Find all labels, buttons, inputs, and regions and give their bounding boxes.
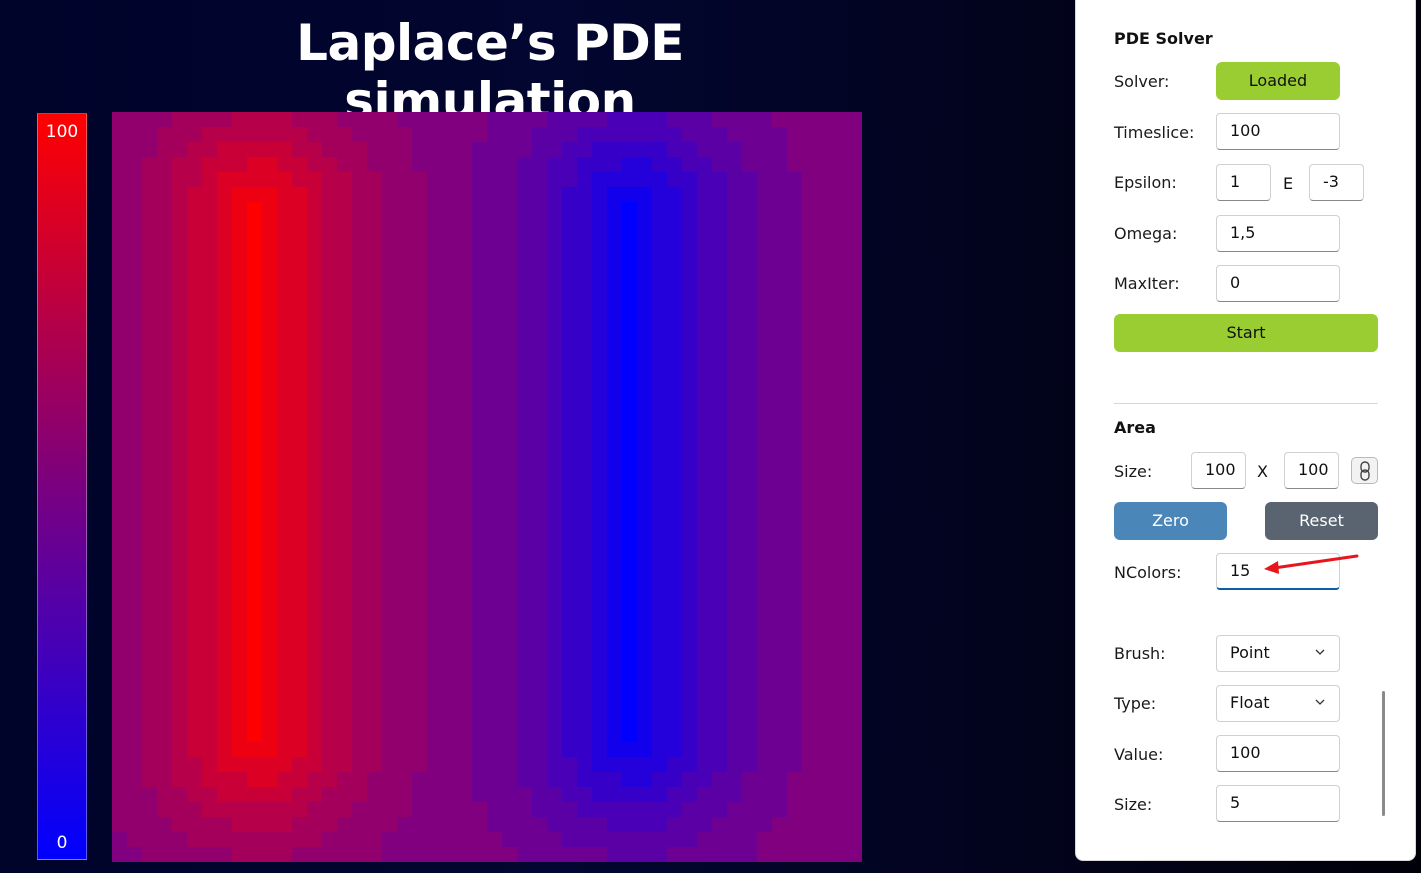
solver-section-title: PDE Solver xyxy=(1114,29,1213,48)
type-label: Type: xyxy=(1114,694,1157,713)
color-scale-min: 0 xyxy=(56,833,68,853)
start-button[interactable]: Start xyxy=(1114,314,1378,352)
brush-size-label: Size: xyxy=(1114,795,1153,814)
type-select[interactable]: Float xyxy=(1216,685,1340,722)
value-label: Value: xyxy=(1114,745,1164,764)
link-aspect-button[interactable] xyxy=(1351,457,1378,484)
epsilon-mantissa-input[interactable]: 1 xyxy=(1216,164,1271,201)
timeslice-input[interactable]: 100 xyxy=(1216,113,1340,150)
control-panel: PDE Solver Solver: Loaded Timeslice: 100… xyxy=(1075,0,1416,861)
brush-size-input[interactable]: 5 xyxy=(1216,785,1340,822)
brush-select[interactable]: Point xyxy=(1216,635,1340,672)
solver-label: Solver: xyxy=(1114,72,1170,91)
area-height-input[interactable]: 100 xyxy=(1284,452,1339,489)
page-title: Laplace’s PDE simulation xyxy=(296,14,684,130)
epsilon-exponent-input[interactable]: -3 xyxy=(1309,164,1364,201)
brush-label: Brush: xyxy=(1114,644,1166,663)
zero-button[interactable]: Zero xyxy=(1114,502,1227,540)
brush-select-value: Point xyxy=(1230,643,1270,662)
panel-scrollbar[interactable] xyxy=(1382,691,1385,816)
omega-label: Omega: xyxy=(1114,224,1178,243)
epsilon-e-label: E xyxy=(1283,174,1294,193)
heatmap-svg[interactable] xyxy=(112,112,862,862)
area-size-label: Size: xyxy=(1114,462,1153,481)
area-size-x-label: X xyxy=(1257,462,1268,481)
area-section-title: Area xyxy=(1114,418,1156,437)
reset-button[interactable]: Reset xyxy=(1265,502,1378,540)
ncolors-label: NColors: xyxy=(1114,563,1182,582)
simulation-canvas[interactable] xyxy=(112,112,862,862)
link-icon xyxy=(1359,460,1370,481)
area-width-input[interactable]: 100 xyxy=(1191,452,1246,489)
maxiter-label: MaxIter: xyxy=(1114,274,1180,293)
value-input[interactable]: 100 xyxy=(1216,735,1340,772)
chevron-down-icon xyxy=(1315,649,1325,655)
solver-loaded-button[interactable]: Loaded xyxy=(1216,62,1340,100)
maxiter-input[interactable]: 0 xyxy=(1216,265,1340,302)
annotation-arrow-icon xyxy=(1264,554,1359,574)
timeslice-label: Timeslice: xyxy=(1114,123,1195,142)
color-scale-max: 100 xyxy=(45,122,79,142)
type-select-value: Float xyxy=(1230,693,1270,712)
omega-input[interactable]: 1,5 xyxy=(1216,215,1340,252)
section-divider xyxy=(1114,403,1378,404)
chevron-down-icon xyxy=(1315,699,1325,705)
color-scale-bar: 100 0 xyxy=(37,113,87,860)
epsilon-label: Epsilon: xyxy=(1114,173,1177,192)
